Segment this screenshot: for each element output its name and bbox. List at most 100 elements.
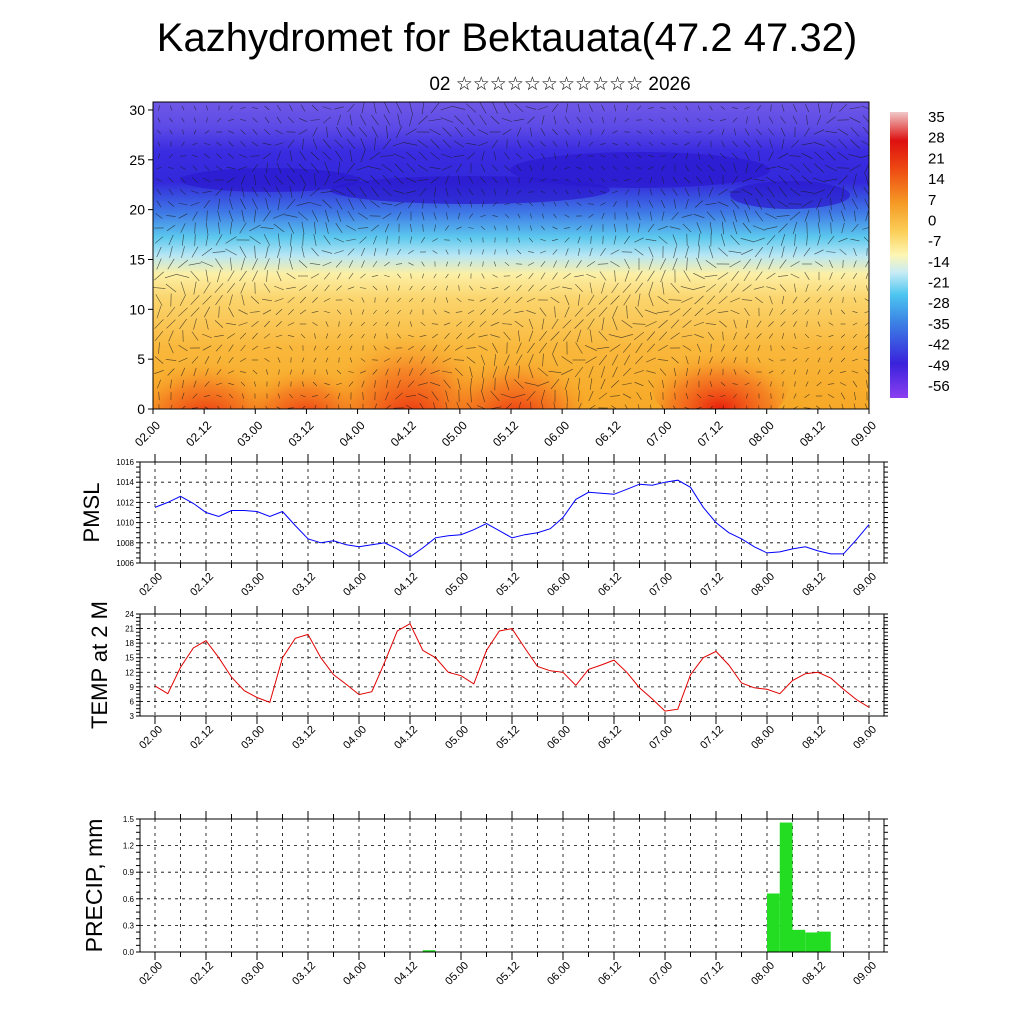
x-tick-label: 03.12 [290, 724, 318, 752]
x-tick-label: 03.00 [239, 571, 267, 599]
colorbar-label: 35 [928, 109, 945, 126]
y-tick-label: 18 [125, 639, 134, 648]
y-tick-label: 1014 [116, 478, 134, 487]
y-tick-label: 12 [125, 668, 134, 677]
x-tick-label: 07.12 [698, 960, 726, 988]
y-tick-label: 15 [125, 654, 134, 663]
precip-bar [792, 929, 806, 952]
y-tick-label: 24 [125, 610, 134, 619]
page-subtitle: 02 ☆☆☆☆☆☆☆☆☆☆☆ 2026 [429, 74, 691, 95]
y-tick-label: 30 [129, 102, 145, 118]
y-tick-label: 0.0 [123, 948, 135, 957]
y-tick-label: 1010 [116, 519, 134, 528]
colorbar-label: -21 [928, 275, 950, 292]
precip-bar [422, 950, 436, 952]
pmsl-plot: 1006 1008 1010 1012 1014 1016 02.00 02.12 03.00 0… [79, 454, 888, 599]
colorbar-label: 7 [928, 192, 936, 209]
x-tick-label: 06.00 [541, 418, 572, 449]
colorbar-label: 28 [928, 130, 945, 147]
colorbar: 35 28 21 14 7 0 -7 -14 -21 -28 -35 -42 -49 -56 [890, 109, 950, 398]
temp-line [154, 622, 870, 712]
precip-ylabel: PRECIP, mm [81, 819, 107, 953]
y-tick-label: 5 [137, 351, 145, 367]
y-tick-label: 20 [129, 202, 145, 218]
x-tick-label: 08.12 [800, 724, 828, 752]
colorbar-label: 0 [928, 212, 936, 229]
colorbar-label: 21 [928, 150, 945, 167]
x-tick-label: 06.00 [545, 571, 573, 599]
x-tick-label: 09.00 [851, 571, 879, 599]
x-tick-label: 08.00 [746, 418, 777, 449]
x-tick-label: 07.00 [647, 724, 675, 752]
cold-core [180, 168, 360, 192]
x-tick-label: 05.00 [443, 960, 471, 988]
x-tick-label: 02.00 [137, 571, 165, 599]
y-tick-label: 1.2 [123, 842, 135, 851]
x-tick-label: 06.00 [545, 724, 573, 752]
x-tick-label: 05.12 [490, 418, 521, 449]
colorbar-label: -42 [928, 337, 950, 354]
x-tick-label: 06.00 [545, 960, 573, 988]
y-tick-label: 1012 [116, 498, 134, 507]
cold-core [510, 152, 770, 188]
x-tick-label: 08.12 [800, 571, 828, 599]
x-tick-label: 06.12 [592, 418, 623, 449]
y-tick-label: 15 [129, 251, 145, 267]
x-tick-label: 04.00 [341, 960, 369, 988]
temp-plot: 3 6 9 12 15 18 21 24 02.00 02.12 03.00 03.12 04.00 04… [87, 601, 888, 752]
x-tick-label: 05.00 [443, 724, 471, 752]
colorbar-label: -49 [928, 357, 950, 374]
x-tick-label: 08.00 [749, 724, 777, 752]
y-tick-label: 6 [130, 697, 135, 706]
x-tick-label: 03.00 [239, 724, 267, 752]
x-tick-label: 07.00 [643, 418, 674, 449]
y-tick-label: 1016 [116, 458, 134, 467]
x-tick-label: 04.12 [388, 418, 419, 449]
precip-bar [818, 931, 831, 952]
x-tick-label: 06.12 [596, 571, 624, 599]
x-tick-label: 07.00 [647, 960, 675, 988]
y-tick-label: 9 [130, 683, 135, 692]
x-tick-label: 02.12 [188, 960, 216, 988]
y-tick-label: 0.6 [123, 895, 135, 904]
x-tick-label: 05.12 [494, 571, 522, 599]
colorbar-label: -35 [928, 316, 950, 333]
x-tick-label: 04.12 [392, 724, 420, 752]
y-tick-label: 21 [125, 625, 134, 634]
x-tick-label: 08.00 [749, 571, 777, 599]
warm-core [445, 330, 585, 409]
warm-core [650, 330, 790, 409]
colorbar-label: -28 [928, 295, 950, 312]
warm-core [153, 337, 275, 409]
warm-core [245, 345, 365, 409]
y-tick-label: 25 [129, 152, 145, 168]
cold-core [330, 176, 610, 204]
y-tick-label: 0 [137, 401, 145, 417]
x-tick-label: 02.12 [188, 724, 216, 752]
x-tick-label: 04.00 [337, 418, 368, 449]
temp-ylabel: TEMP at 2 M [87, 601, 112, 729]
pmsl-line [154, 479, 870, 558]
precip-bar [805, 932, 818, 952]
colorbar-label: -7 [928, 233, 941, 250]
x-tick-label: 09.00 [851, 724, 879, 752]
precip-bar [779, 822, 793, 952]
x-tick-label: 05.12 [494, 960, 522, 988]
x-tick-label: 02.00 [132, 418, 163, 449]
precip-frame [139, 818, 885, 953]
colorbar-label: -56 [928, 378, 950, 395]
cross-section-plot: 0 5 10 15 20 25 30 02.00 02.12 03.00 03.12 04.00 04.… [129, 101, 879, 449]
x-tick-label: 03.12 [285, 418, 316, 449]
colorbar-label: -14 [928, 254, 950, 271]
x-tick-label: 06.12 [596, 724, 624, 752]
x-tick-label: 07.12 [698, 571, 726, 599]
y-tick-label: 0.9 [123, 868, 135, 877]
x-tick-label: 03.00 [239, 960, 267, 988]
x-tick-label: 08.12 [797, 418, 828, 449]
y-tick-label: 3 [130, 712, 135, 721]
y-tick-label: 10 [129, 301, 145, 317]
x-tick-label: 07.00 [647, 571, 675, 599]
x-tick-label: 07.12 [695, 418, 726, 449]
temp-frame [139, 613, 885, 717]
